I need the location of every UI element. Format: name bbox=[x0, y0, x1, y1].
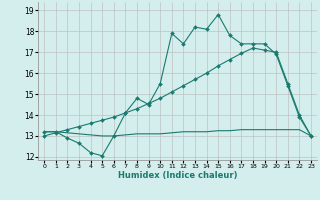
X-axis label: Humidex (Indice chaleur): Humidex (Indice chaleur) bbox=[118, 171, 237, 180]
